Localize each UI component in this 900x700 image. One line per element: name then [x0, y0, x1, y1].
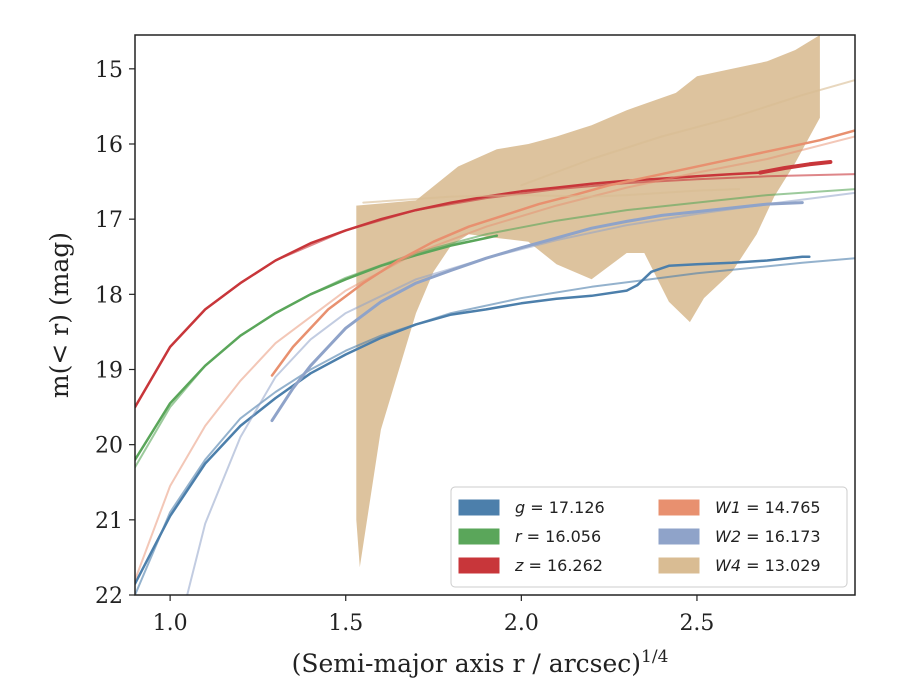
- y-tick-label-6: 21: [95, 509, 123, 534]
- legend-label-5: W4 = 13.029: [715, 556, 821, 575]
- legend-swatch-0: [458, 499, 500, 516]
- y-tick-label-2: 17: [95, 208, 123, 233]
- legend-swatch-3: [658, 499, 700, 516]
- legend-frame: [450, 486, 848, 588]
- series-line-2: [135, 255, 811, 585]
- legend-label-2: z = 16.262: [514, 556, 603, 575]
- legend-swatch-2: [458, 557, 500, 574]
- series-line-7: [758, 160, 833, 175]
- legend-label-3: W1 = 14.765: [715, 498, 821, 517]
- legend-label-4: W2 = 16.173: [715, 527, 821, 546]
- legend-swatch-5: [658, 557, 700, 574]
- series-line-1: [135, 257, 855, 595]
- legend-swatch-4: [658, 528, 700, 545]
- series-layer: [135, 35, 855, 595]
- series-line-12: [362, 188, 741, 204]
- series-line-9: [270, 129, 855, 377]
- y-tick-label-4: 19: [95, 358, 123, 383]
- y-axis-label: m(< r) (mag): [45, 232, 74, 398]
- x-axis-label-superscript: 1/4: [641, 647, 668, 667]
- series-line-10: [186, 191, 855, 595]
- series-area-0: [356, 35, 820, 568]
- x-tick-label-3: 2.5: [679, 611, 714, 636]
- series-line-11: [270, 201, 804, 423]
- x-tick-label-2: 2.0: [504, 611, 539, 636]
- x-tick-label-1: 1.5: [328, 611, 363, 636]
- y-tick-label-3: 18: [95, 283, 123, 308]
- plot-frame: [134, 34, 856, 596]
- series-line-13: [520, 79, 855, 187]
- legend-label-0: g = 17.126: [515, 498, 605, 517]
- y-tick-label-1: 16: [95, 133, 123, 158]
- x-axis-label-text: (Semi-major axis r / arcsec): [292, 649, 641, 678]
- legend-swatch-1: [458, 528, 500, 545]
- x-tick-label-0: 1.0: [153, 611, 188, 636]
- legend: g = 17.126 r = 16.056 z = 16.262 W1 = 14.76…: [450, 486, 848, 588]
- series-line-4: [135, 234, 499, 461]
- x-axis-label: (Semi-major axis r / arcsec)1/4: [292, 647, 669, 678]
- y-tick-label-5: 20: [95, 434, 123, 459]
- y-tick-label-7: 22: [95, 584, 123, 609]
- series-line-6: [135, 171, 762, 409]
- legend-label-1: r = 16.056: [515, 527, 601, 546]
- series-line-8: [135, 135, 855, 581]
- ticks-layer: 1.0 1.5 2.0 2.5 15 16 17 18 19 20 21 22: [95, 58, 714, 636]
- y-tick-label-0: 15: [95, 58, 123, 83]
